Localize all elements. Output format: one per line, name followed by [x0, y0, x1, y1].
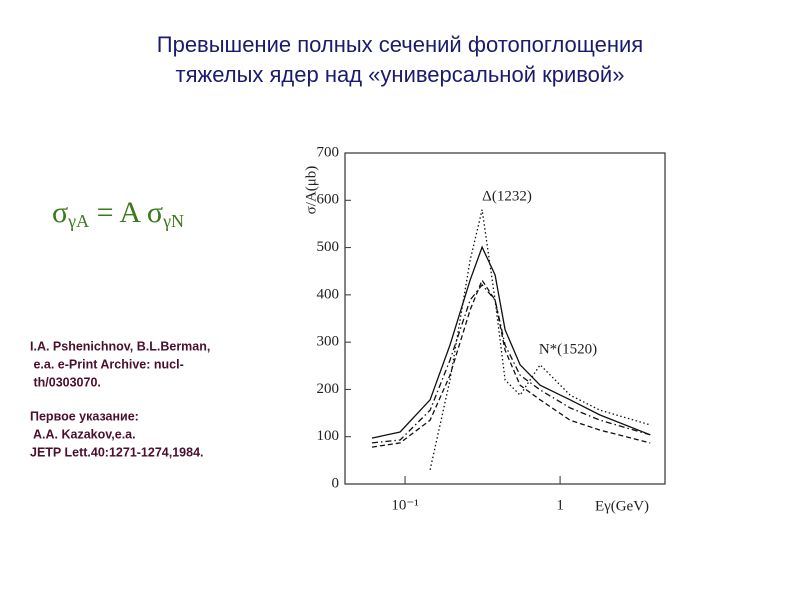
series-line	[371, 283, 651, 444]
formula-sub: γA	[67, 211, 89, 231]
reference: A.A. Kazakov,e.a.	[30, 427, 136, 441]
y-tick-label: 100	[317, 428, 340, 444]
plot-frame	[344, 152, 666, 485]
series-line	[371, 278, 651, 448]
y-tick-label: 200	[317, 381, 340, 397]
x-axis-label: Eγ(GeV)	[595, 498, 649, 514]
title: Превышение полных сечений фотопоглощения	[157, 32, 643, 57]
y-tick-label: 500	[317, 239, 340, 255]
formula-part: = A σ	[89, 196, 163, 229]
formula: σγA = A σγN	[52, 196, 184, 231]
reference: I.A. Pshenichnov, B.L.Berman,	[30, 339, 210, 353]
reference: th/0303070.	[30, 375, 101, 389]
series-line	[429, 209, 651, 470]
title: тяжелых ядер над «универсальной кривой»	[176, 62, 625, 87]
formula-sub: γN	[162, 211, 184, 231]
reference: Первое указание:	[30, 409, 139, 423]
y-axis-label: σ/A(μb)	[303, 166, 319, 215]
x-tick-label: 1	[556, 497, 564, 513]
y-tick-label: 0	[332, 475, 340, 491]
x-tick-label: 10⁻¹	[391, 497, 418, 513]
reference: JETP Lett.40:1271-1274,1984.	[30, 445, 204, 459]
y-tick-label: 400	[317, 286, 340, 302]
series-line	[371, 245, 651, 439]
formula-part: σ	[52, 196, 68, 229]
annotation: Δ(1232)	[482, 188, 532, 204]
y-tick-label: 700	[317, 144, 340, 160]
annotation: N*(1520)	[539, 341, 597, 357]
y-tick-label: 300	[317, 334, 340, 350]
y-tick-label: 600	[317, 192, 340, 208]
reference: e.a. e-Print Archive: nucl-	[30, 357, 184, 371]
